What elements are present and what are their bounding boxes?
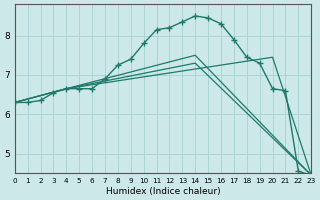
X-axis label: Humidex (Indice chaleur): Humidex (Indice chaleur) [106, 187, 220, 196]
